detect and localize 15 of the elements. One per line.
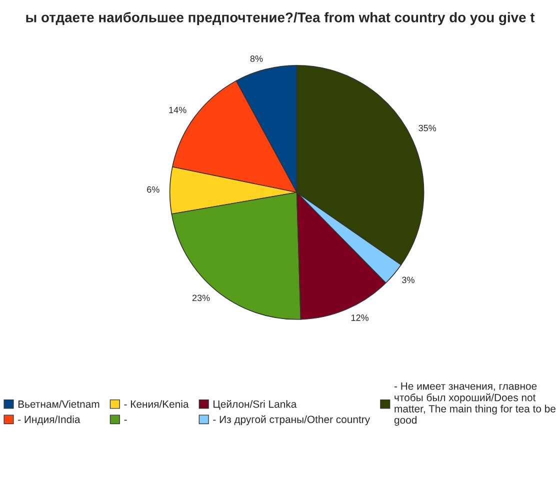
legend-label: Цейлон/Sri Lanka: [214, 400, 297, 410]
legend-label: Вьетнам/Vietnam: [18, 400, 100, 408]
data-label: 8%: [250, 56, 263, 62]
legend-label: - Из другой страны/Other country: [213, 415, 370, 426]
data-label: 35%: [418, 124, 436, 132]
data-label: 14%: [169, 106, 186, 114]
data-label: 12%: [351, 314, 369, 321]
legend-label: - Кения/Kenia: [124, 400, 189, 408]
legend-label: - Индия/India: [18, 415, 80, 426]
legend-label: - Не имеет значения, главное чтобы был хороший/Does not matter, The main thing for tea to be good: [394, 382, 556, 426]
data-label: 3%: [402, 276, 414, 284]
data-label: 23%: [192, 294, 210, 302]
legend-label: -: [124, 420, 127, 421]
data-label: 6%: [147, 186, 160, 193]
chart-title: ы отдаете наибольшее предпочтение?/Tea from what country do you give t: [26, 12, 535, 26]
